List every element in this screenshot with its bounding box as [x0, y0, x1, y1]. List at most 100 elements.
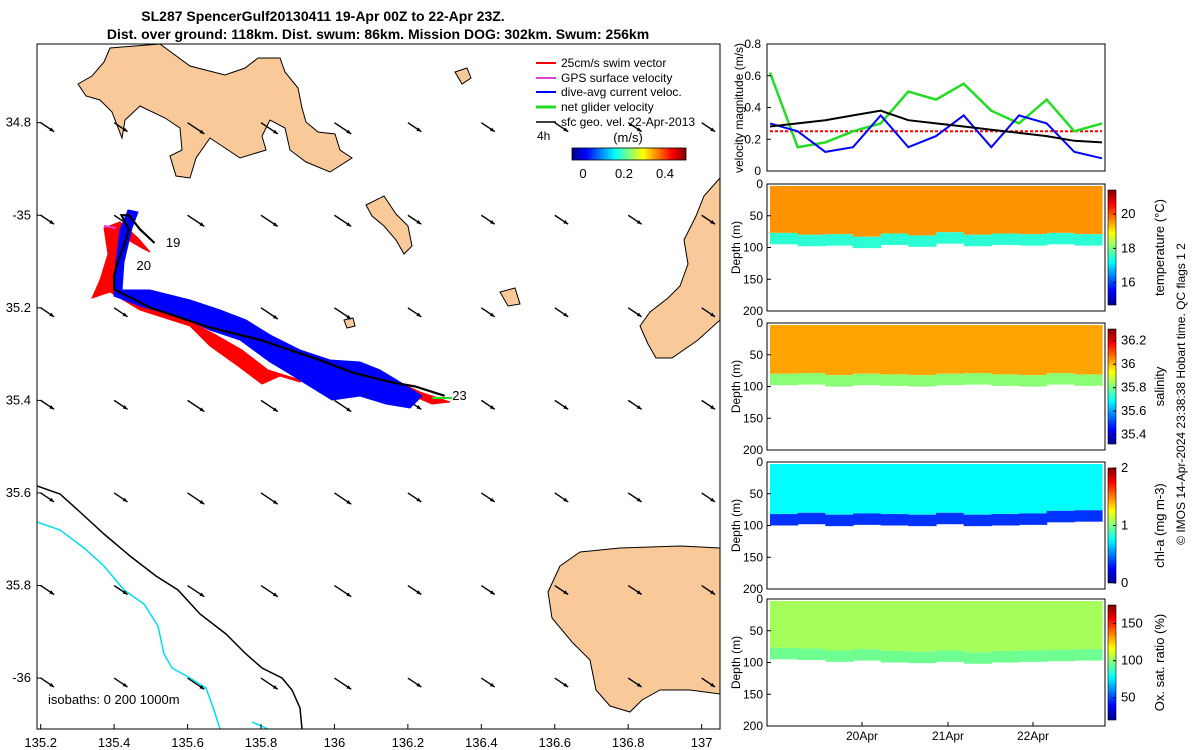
time-scale-label: 4h [537, 129, 550, 143]
current-arrow [627, 492, 643, 503]
current-arrow [627, 214, 643, 225]
profile-lower-cell [991, 374, 1020, 386]
profile-lower-cell [797, 373, 826, 385]
map-colorbar-tick-2: 0.4 [656, 166, 674, 181]
map-y-tick-label: 35.8 [6, 578, 31, 593]
velocity-y-tick-label: 0.8 [744, 37, 761, 51]
profile-upper-cell [1074, 325, 1103, 375]
velocity-panel: 0 0.2 0.4 0.6 0.8 velocity magnitude (m/s) [732, 37, 1106, 178]
colorbar-tick-label: 2 [1121, 460, 1128, 475]
profile-lower-cell [936, 512, 965, 525]
map-x-ticks: 135.2 135.4 135.6 135.8 136 136.2 136.4 136.6 13… [24, 724, 712, 750]
profile-lower-cell [1074, 510, 1103, 522]
profile-upper-cell [936, 325, 965, 374]
profile-lower-cell [1019, 375, 1048, 387]
profile-lower-cell [770, 647, 799, 660]
colorbar-tick-label: 36 [1121, 356, 1135, 371]
profile-upper-cell [963, 601, 992, 653]
isobath-line [37, 521, 221, 729]
current-arrow [480, 214, 496, 225]
current-arrow [480, 122, 496, 133]
profile-lower-cell [936, 232, 965, 244]
current-arrow [334, 677, 352, 690]
profile-upper-cell [991, 186, 1020, 234]
surface-current-arrows [40, 122, 716, 690]
profile-panel-oxygen: 0 50 100 150 200 Depth (m) 50 100 150 Ox. sat. ra… [729, 592, 1167, 743]
profile-upper-cell [770, 464, 799, 515]
profile-y-tick-label: 200 [743, 582, 763, 596]
map-y-tick-label: 35.4 [6, 392, 31, 407]
current-arrow [40, 214, 55, 225]
current-arrow [187, 584, 205, 598]
current-arrow [334, 307, 352, 320]
profile-lower-cell [770, 373, 799, 386]
current-arrow [40, 122, 55, 133]
profile-lower-cell [991, 233, 1020, 245]
current-arrow [334, 214, 352, 228]
map-y-tick-label: 35.2 [6, 300, 31, 315]
profile-lower-cell [1046, 510, 1075, 523]
credit-text: © IMOS 14-Apr-2024 23:38:38 Hobart time.… [1174, 243, 1188, 545]
profile-upper-cell [1019, 464, 1048, 514]
current-arrow [480, 677, 496, 688]
velocity-series [768, 72, 1103, 160]
colorbar-tick-label: 18 [1121, 240, 1135, 255]
day-label: 20 [136, 258, 150, 273]
map-y-tick-label: -35 [12, 207, 31, 222]
current-arrow [554, 677, 569, 688]
day-label: 19 [166, 235, 180, 250]
profile-panel-temperature: 0 50 100 150 200 Depth (m) 16 18 20 temperature (… [729, 177, 1167, 318]
profile-upper-cell [853, 464, 882, 514]
profile-lower-cell [1019, 650, 1048, 662]
profile-y-tick-label: 150 [743, 411, 763, 425]
current-arrow [334, 122, 352, 135]
profile-ylabel: Depth (m) [729, 499, 743, 552]
profile-lower-cell [1019, 513, 1048, 525]
current-arrow [334, 399, 352, 413]
profile-y-tick-label: 150 [743, 550, 763, 564]
current-arrow [407, 307, 422, 318]
current-arrow [187, 492, 205, 505]
profile-lower-cell [853, 236, 882, 249]
profile-upper-cell [825, 601, 854, 651]
velocity-y-ticks: 0 0.2 0.4 0.6 0.8 [744, 37, 771, 178]
map-x-tick-label: 136.2 [392, 735, 425, 750]
day-labels: 19 20 23 [136, 235, 466, 403]
current-arrow [480, 584, 496, 596]
profile-upper-cell [963, 186, 992, 235]
colorbar-tick-label: 35.8 [1121, 380, 1146, 395]
profile-lower-cell [963, 514, 992, 527]
profile-upper-cell [853, 601, 882, 650]
profile-upper-cell [963, 325, 992, 374]
profile-x-tick-label: 20Apr [846, 729, 878, 743]
profile-upper-cell [770, 325, 799, 374]
map-x-tick-label: 136.4 [465, 735, 498, 750]
profile-upper-cell [880, 186, 909, 234]
profile-lower-cell [1046, 232, 1075, 245]
profile-upper-cell [825, 464, 854, 515]
land-island-2 [365, 195, 413, 255]
title-line-2: Dist. over ground: 118km. Dist. swum: 86… [107, 26, 649, 42]
profile-upper-cell [1019, 186, 1048, 235]
profile-lower-cell [825, 234, 854, 246]
map-x-tick-label: 135.2 [24, 735, 57, 750]
current-arrow [627, 399, 643, 410]
map-x-tick-label: 135.8 [245, 735, 278, 750]
profile-upper-cell [908, 325, 937, 376]
profile-y-tick-label: 150 [743, 272, 763, 286]
profile-upper-cell [936, 186, 965, 233]
velocity-y-tick-label: 0.4 [744, 101, 761, 115]
current-arrow [554, 584, 569, 596]
current-arrow [701, 677, 716, 688]
profile-lower-cell [797, 234, 826, 247]
current-arrow [40, 307, 55, 318]
profile-upper-cell [797, 601, 826, 649]
colorbar-tick-label: 35.6 [1121, 403, 1146, 418]
map-y-ticks: 34.8 -35 35.2 35.4 35.6 35.8 -36 [6, 115, 42, 685]
profile-lower-cell [880, 374, 909, 386]
legend-label-swim: 25cm/s swim vector [561, 56, 666, 70]
map-x-tick-label: 135.4 [98, 735, 131, 750]
profile-upper-cell [1046, 601, 1075, 650]
